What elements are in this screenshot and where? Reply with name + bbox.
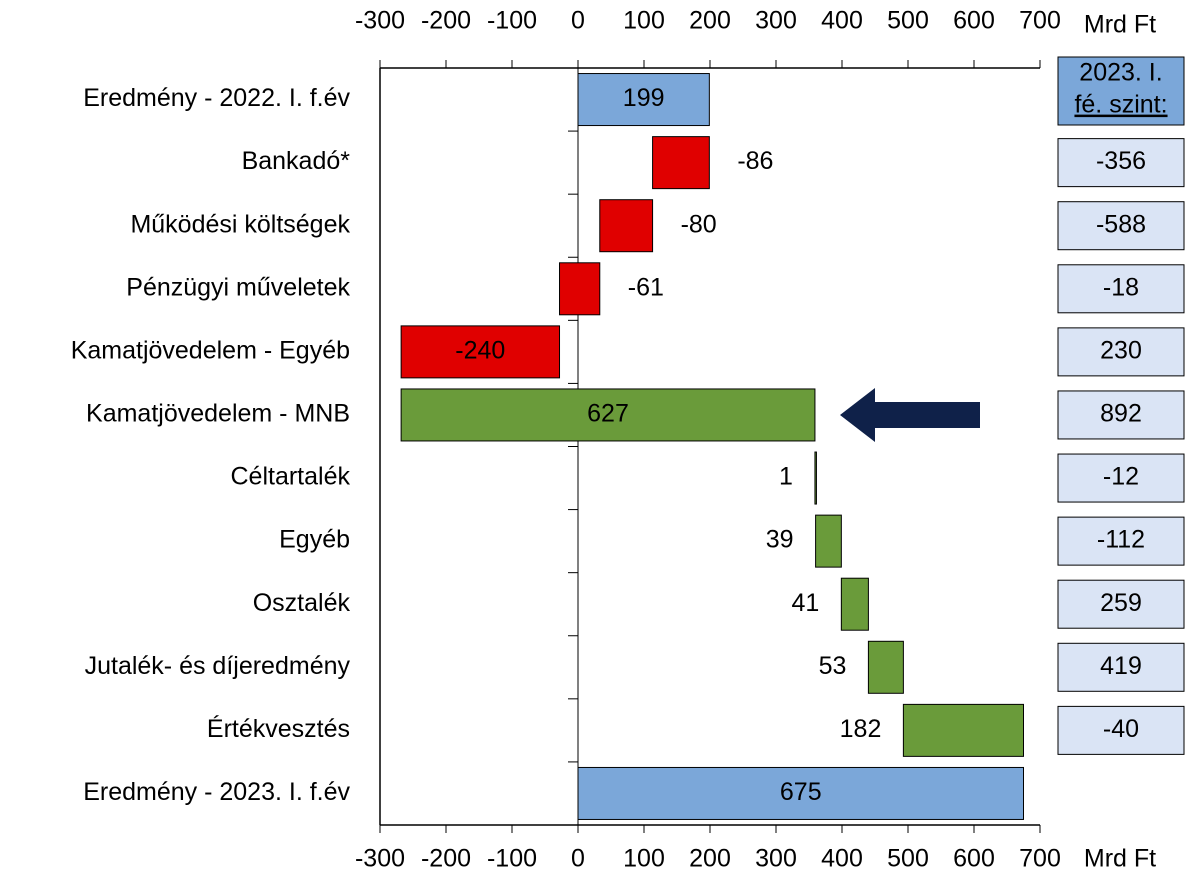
category-label: Működési költségek <box>130 210 350 238</box>
bar <box>400 325 561 379</box>
x-tick-label: -300 <box>355 845 405 873</box>
value-label: 627 <box>587 400 629 428</box>
side-value: -356 <box>1096 147 1146 175</box>
category-label: Eredmény - 2023. I. f.év <box>83 778 350 806</box>
value-label: -240 <box>455 336 505 364</box>
side-box <box>1057 201 1185 251</box>
value-label: -80 <box>681 210 717 238</box>
side-value: 259 <box>1100 589 1142 617</box>
value-label: -61 <box>628 273 664 301</box>
side-value: 892 <box>1100 400 1142 428</box>
side-title: 2023. I. <box>1079 59 1162 87</box>
x-tick-label: 600 <box>953 845 995 873</box>
value-label: 675 <box>780 778 822 806</box>
x-tick-label: 500 <box>887 7 929 35</box>
x-tick-label: 200 <box>689 7 731 35</box>
bar <box>867 640 904 694</box>
bar <box>559 262 601 316</box>
category-label: Osztalék <box>253 589 351 617</box>
bar <box>814 451 817 505</box>
category-label: Bankadó* <box>242 147 351 175</box>
side-value: -588 <box>1096 210 1146 238</box>
category-label: Jutalék- és díjeredmény <box>85 652 351 680</box>
x-tick-label: 700 <box>1019 7 1061 35</box>
x-tick-label: 100 <box>623 845 665 873</box>
category-label: Értékvesztés <box>207 714 350 743</box>
side-box <box>1057 327 1185 377</box>
bar <box>599 199 654 253</box>
side-value: -18 <box>1103 273 1139 301</box>
side-value: -112 <box>1097 526 1145 554</box>
side-value: 230 <box>1100 336 1142 364</box>
value-label: 39 <box>766 526 794 554</box>
x-axis-label: Mrd Ft <box>1084 845 1156 873</box>
x-tick-label: 300 <box>755 845 797 873</box>
bar <box>400 388 816 442</box>
x-tick-label: 500 <box>887 845 929 873</box>
bar <box>652 136 710 190</box>
bar <box>840 577 869 631</box>
category-label: Céltartalék <box>231 463 351 491</box>
x-tick-label: 600 <box>953 7 995 35</box>
value-label: 182 <box>840 715 882 743</box>
x-tick-label: -100 <box>487 845 537 873</box>
side-box <box>1057 516 1185 566</box>
bar <box>577 766 1024 820</box>
side-value: -12 <box>1103 463 1139 491</box>
side-box <box>1057 579 1185 629</box>
x-tick-label: 700 <box>1019 845 1061 873</box>
value-label: 1 <box>779 463 793 491</box>
x-tick-label: -100 <box>487 7 537 35</box>
arrow <box>840 388 980 442</box>
side-box <box>1057 138 1185 188</box>
x-tick-label: 100 <box>623 7 665 35</box>
category-label: Pénzügyi műveletek <box>126 273 350 301</box>
x-tick-label: -300 <box>355 7 405 35</box>
value-label: 199 <box>623 84 665 112</box>
value-label: 41 <box>792 589 820 617</box>
x-tick-label: 200 <box>689 845 731 873</box>
category-label: Eredmény - 2022. I. f.év <box>83 84 350 112</box>
x-tick-label: 0 <box>571 7 585 35</box>
side-box <box>1057 642 1185 692</box>
side-box <box>1057 264 1185 314</box>
side-value: 419 <box>1100 652 1142 680</box>
bar <box>815 514 842 568</box>
side-title: fé. szint: <box>1074 91 1167 119</box>
x-axis-label: Mrd Ft <box>1084 11 1156 39</box>
side-value: -40 <box>1103 715 1139 743</box>
x-tick-label: -200 <box>421 845 471 873</box>
value-label: -86 <box>737 147 773 175</box>
side-box <box>1057 705 1185 755</box>
bar <box>577 73 710 127</box>
x-tick-label: 0 <box>571 845 585 873</box>
value-label: 53 <box>819 652 847 680</box>
x-tick-label: -200 <box>421 7 471 35</box>
category-label: Kamatjövedelem - Egyéb <box>71 336 350 364</box>
side-box <box>1057 390 1185 440</box>
x-tick-label: 400 <box>821 7 863 35</box>
side-box <box>1057 453 1185 503</box>
x-tick-label: 300 <box>755 7 797 35</box>
category-label: Kamatjövedelem - MNB <box>86 400 350 428</box>
category-label: Egyéb <box>279 526 350 554</box>
side-header <box>1057 56 1185 126</box>
x-tick-label: 400 <box>821 845 863 873</box>
bar <box>902 703 1025 757</box>
